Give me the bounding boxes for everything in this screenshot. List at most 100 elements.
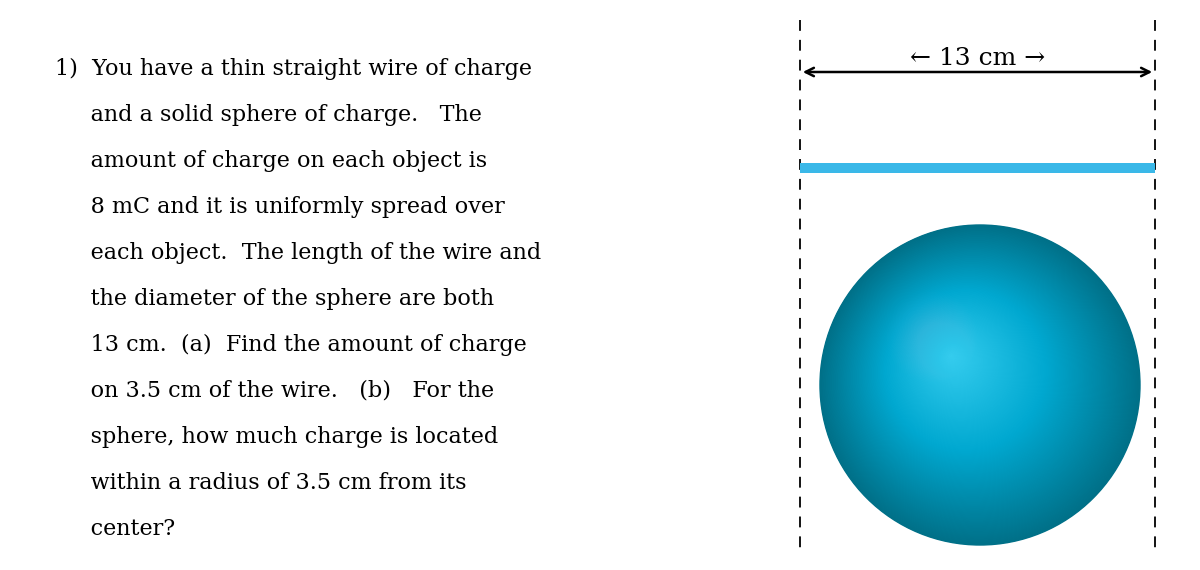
Circle shape — [884, 290, 1048, 453]
Circle shape — [866, 271, 1074, 479]
Circle shape — [907, 312, 1014, 420]
Circle shape — [911, 316, 1009, 414]
Text: on 3.5 cm of the wire.   (b)   For the: on 3.5 cm of the wire. (b) For the — [55, 380, 494, 402]
Circle shape — [941, 347, 965, 370]
Circle shape — [835, 241, 1117, 522]
Circle shape — [827, 232, 1129, 535]
Circle shape — [862, 266, 1080, 486]
Circle shape — [905, 310, 1018, 422]
Circle shape — [842, 248, 1106, 512]
Circle shape — [902, 307, 1022, 427]
Circle shape — [913, 318, 1006, 411]
Circle shape — [823, 228, 1135, 540]
Circle shape — [896, 302, 1030, 434]
Circle shape — [923, 327, 992, 398]
Circle shape — [832, 236, 1124, 529]
Circle shape — [883, 288, 1049, 453]
Circle shape — [944, 349, 961, 367]
Circle shape — [938, 343, 970, 375]
Circle shape — [900, 305, 1025, 430]
Circle shape — [906, 311, 1016, 421]
Circle shape — [902, 308, 1021, 426]
Circle shape — [880, 284, 1055, 460]
Circle shape — [848, 254, 1098, 503]
Circle shape — [866, 271, 1073, 478]
Circle shape — [864, 269, 1076, 482]
Circle shape — [865, 270, 1075, 480]
Circle shape — [937, 342, 972, 377]
Circle shape — [892, 296, 1037, 442]
Circle shape — [930, 335, 983, 388]
Circle shape — [884, 290, 1046, 451]
Circle shape — [883, 288, 1049, 454]
Circle shape — [874, 279, 1062, 467]
Circle shape — [934, 339, 976, 381]
Circle shape — [888, 292, 1043, 448]
Circle shape — [929, 333, 984, 389]
Circle shape — [904, 309, 1019, 424]
Circle shape — [856, 260, 1090, 494]
Circle shape — [870, 275, 1068, 473]
Circle shape — [904, 308, 1020, 425]
Circle shape — [840, 245, 1111, 516]
Circle shape — [922, 326, 995, 400]
Circle shape — [886, 291, 1045, 451]
Circle shape — [851, 256, 1096, 500]
Circle shape — [854, 260, 1090, 495]
Circle shape — [887, 292, 1044, 449]
Text: the diameter of the sphere are both: the diameter of the sphere are both — [55, 288, 494, 310]
Circle shape — [918, 323, 998, 404]
Circle shape — [924, 329, 990, 395]
Text: 13 cm.  (a)  Find the amount of charge: 13 cm. (a) Find the amount of charge — [55, 334, 527, 356]
Circle shape — [919, 325, 996, 401]
Circle shape — [824, 229, 1134, 539]
Circle shape — [859, 264, 1085, 489]
Circle shape — [908, 313, 1014, 418]
Circle shape — [820, 225, 1140, 545]
Text: 8 mC and it is uniformly spread over: 8 mC and it is uniformly spread over — [55, 196, 505, 218]
Circle shape — [941, 345, 966, 371]
Circle shape — [898, 303, 1027, 433]
Circle shape — [925, 330, 989, 394]
Circle shape — [834, 239, 1120, 525]
Circle shape — [845, 250, 1104, 509]
Circle shape — [882, 287, 1051, 456]
Circle shape — [914, 319, 1004, 409]
Circle shape — [940, 344, 968, 373]
Circle shape — [841, 247, 1109, 514]
Circle shape — [827, 231, 1130, 536]
Circle shape — [846, 251, 1103, 507]
Circle shape — [889, 294, 1040, 446]
Circle shape — [889, 295, 1040, 445]
Circle shape — [856, 261, 1088, 493]
Circle shape — [950, 355, 953, 358]
Circle shape — [899, 304, 1026, 431]
Circle shape — [917, 321, 1001, 406]
Text: 1)  You have a thin straight wire of charge: 1) You have a thin straight wire of char… — [55, 58, 532, 80]
Circle shape — [931, 336, 979, 385]
Circle shape — [858, 263, 1085, 490]
Circle shape — [874, 278, 1063, 469]
Circle shape — [947, 352, 958, 363]
Circle shape — [828, 234, 1128, 533]
Circle shape — [848, 253, 1099, 504]
Circle shape — [847, 253, 1100, 506]
Circle shape — [892, 297, 1036, 441]
Circle shape — [912, 317, 1008, 413]
Text: each object.  The length of the wire and: each object. The length of the wire and — [55, 242, 541, 264]
Circle shape — [839, 244, 1112, 518]
Circle shape — [841, 246, 1110, 515]
Circle shape — [872, 277, 1066, 470]
Circle shape — [924, 329, 991, 396]
Circle shape — [877, 282, 1058, 463]
Circle shape — [942, 347, 965, 369]
Circle shape — [940, 345, 967, 372]
Circle shape — [888, 293, 1042, 447]
Circle shape — [911, 316, 1009, 415]
Circle shape — [932, 338, 978, 382]
Circle shape — [893, 298, 1036, 440]
Circle shape — [917, 322, 1001, 405]
Circle shape — [929, 334, 983, 388]
Circle shape — [934, 339, 977, 382]
Circle shape — [890, 296, 1038, 443]
